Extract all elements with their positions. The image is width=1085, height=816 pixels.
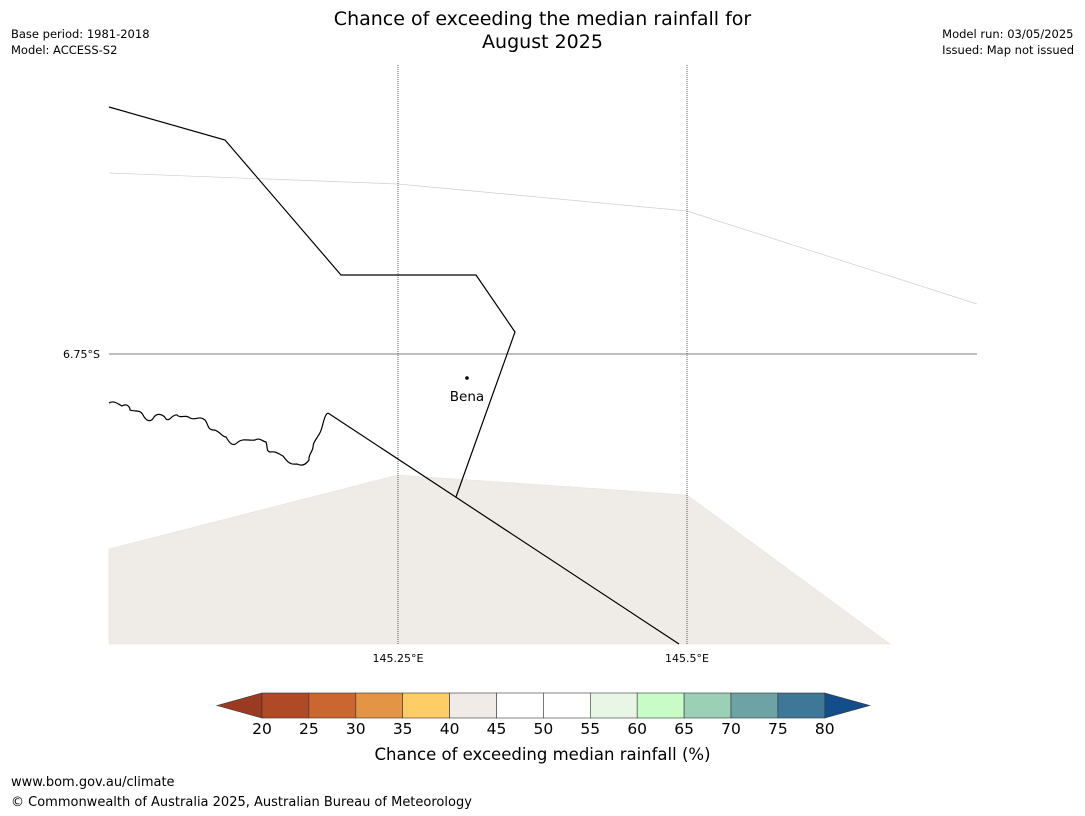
map-title: Chance of exceeding the median rainfall … (0, 8, 1085, 54)
colorbar-tick-label: 45 (486, 720, 507, 738)
colorbar-segment (730, 692, 779, 719)
colorbar-segment (496, 692, 544, 719)
colorbar-segment (449, 692, 497, 719)
title-line-1: Chance of exceeding the median rainfall … (333, 8, 752, 30)
place-marker (465, 376, 469, 380)
faint-boundary-line (108, 172, 978, 305)
issued-text: Issued: Map not issued (942, 43, 1074, 57)
colorbar-tick-label: 55 (580, 720, 601, 738)
colorbar-segment (308, 692, 357, 719)
district-boundary-north (108, 106, 516, 498)
colorbar-segment (636, 692, 685, 719)
colorbar-segment (543, 692, 591, 719)
river-line (108, 401, 329, 466)
colorbar-tick-label: 75 (768, 720, 788, 738)
model-run-text: Model run: 03/05/2025 (942, 27, 1074, 41)
district-boundary-south (327, 412, 680, 645)
colorbar-segment (261, 692, 310, 719)
colorbar (215, 692, 871, 719)
colorbar-tick-label: 35 (392, 720, 413, 738)
colorbar-segment (355, 692, 403, 719)
colorbar-tick-label: 30 (345, 720, 366, 738)
colorbar-under-arrow (215, 692, 263, 719)
model-name-text: Model: ACCESS-S2 (11, 43, 118, 57)
copyright-text: © Commonwealth of Australia 2025, Austra… (11, 795, 472, 810)
colorbar-tick-label: 20 (252, 720, 272, 738)
longitude-label-1: 145.25°E (373, 652, 424, 665)
longitude-label-2: 145.5°E (665, 652, 709, 665)
colorbar-tick-label: 60 (627, 720, 648, 738)
base-period-text: Base period: 1981-2018 (11, 27, 150, 41)
colorbar-segment (777, 692, 826, 719)
colorbar-segment (589, 692, 638, 719)
colorbar-tick-label: 70 (721, 720, 741, 738)
colorbar-tick-label: 40 (439, 720, 460, 738)
place-label: Bena (450, 389, 484, 405)
website-link[interactable]: www.bom.gov.au/climate (11, 775, 175, 790)
colorbar-tick-label: 50 (533, 720, 554, 738)
run-info: Model run: 03/05/2025 Issued: Map not is… (942, 26, 1074, 58)
colorbar-tick-label: 65 (674, 720, 694, 738)
shaded-region-40-45 (108, 474, 891, 645)
colorbar-tick-label: 80 (814, 720, 835, 738)
colorbar-over-arrow (824, 692, 871, 719)
model-info: Base period: 1981-2018 Model: ACCESS-S2 (11, 26, 150, 58)
colorbar-segment (402, 692, 450, 719)
colorbar-tick-label: 25 (299, 720, 319, 738)
colorbar-segment (683, 692, 732, 719)
colorbar-label: Chance of exceeding median rainfall (%) (374, 745, 711, 764)
latitude-label: 6.75°S (63, 348, 100, 361)
title-line-2: August 2025 (482, 31, 603, 53)
